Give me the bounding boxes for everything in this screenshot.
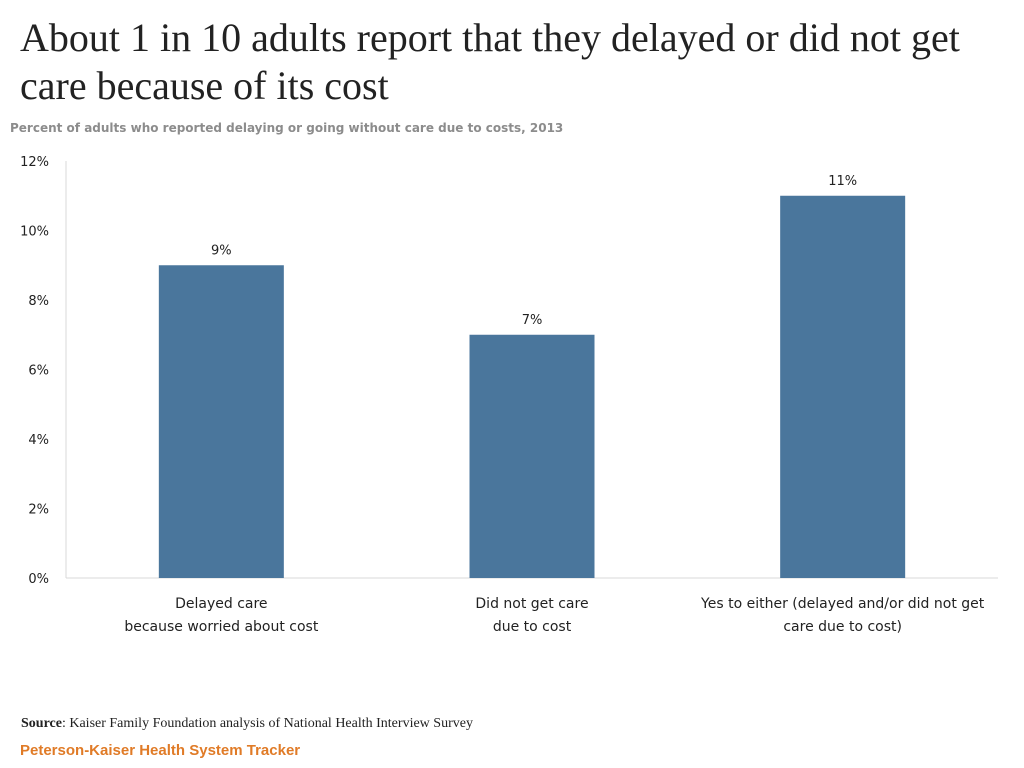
brand-footer: Peterson-Kaiser Health System Tracker (20, 742, 301, 759)
bar-chart: 0% 2% 4% 6% 8% 10% 12% 9% Delayed care because wo… (20, 155, 998, 635)
y-tick-label: 4% (28, 433, 49, 448)
chart-title: About 1 in 10 adults report that they de… (20, 15, 960, 108)
x-tick-label: care due to cost) (783, 619, 902, 635)
data-label: 9% (211, 243, 232, 258)
source-label: Source (21, 716, 62, 731)
x-tick-label: due to cost (493, 619, 572, 635)
x-tick-label: Yes to either (delayed and/or did not ge… (700, 596, 985, 612)
y-tick-label: 12% (20, 155, 49, 170)
y-tick-label: 10% (20, 225, 49, 240)
bar (469, 334, 595, 578)
source-note: Source: Kaiser Family Foundation analysi… (21, 716, 473, 732)
y-tick-label: 6% (28, 364, 49, 379)
bar (158, 265, 284, 578)
source-text: : Kaiser Family Foundation analysis of N… (61, 716, 473, 731)
x-tick-label: Did not get care (475, 596, 588, 612)
chart-subtitle: Percent of adults who reported delaying … (10, 121, 564, 135)
data-label: 7% (522, 313, 543, 328)
y-tick-label: 0% (28, 572, 49, 587)
bar (780, 195, 906, 578)
x-tick-label: because worried about cost (124, 619, 319, 635)
y-tick-label: 2% (28, 503, 49, 518)
y-tick-label: 8% (28, 294, 49, 309)
data-label: 11% (828, 174, 857, 189)
x-tick-label: Delayed care (175, 596, 267, 612)
